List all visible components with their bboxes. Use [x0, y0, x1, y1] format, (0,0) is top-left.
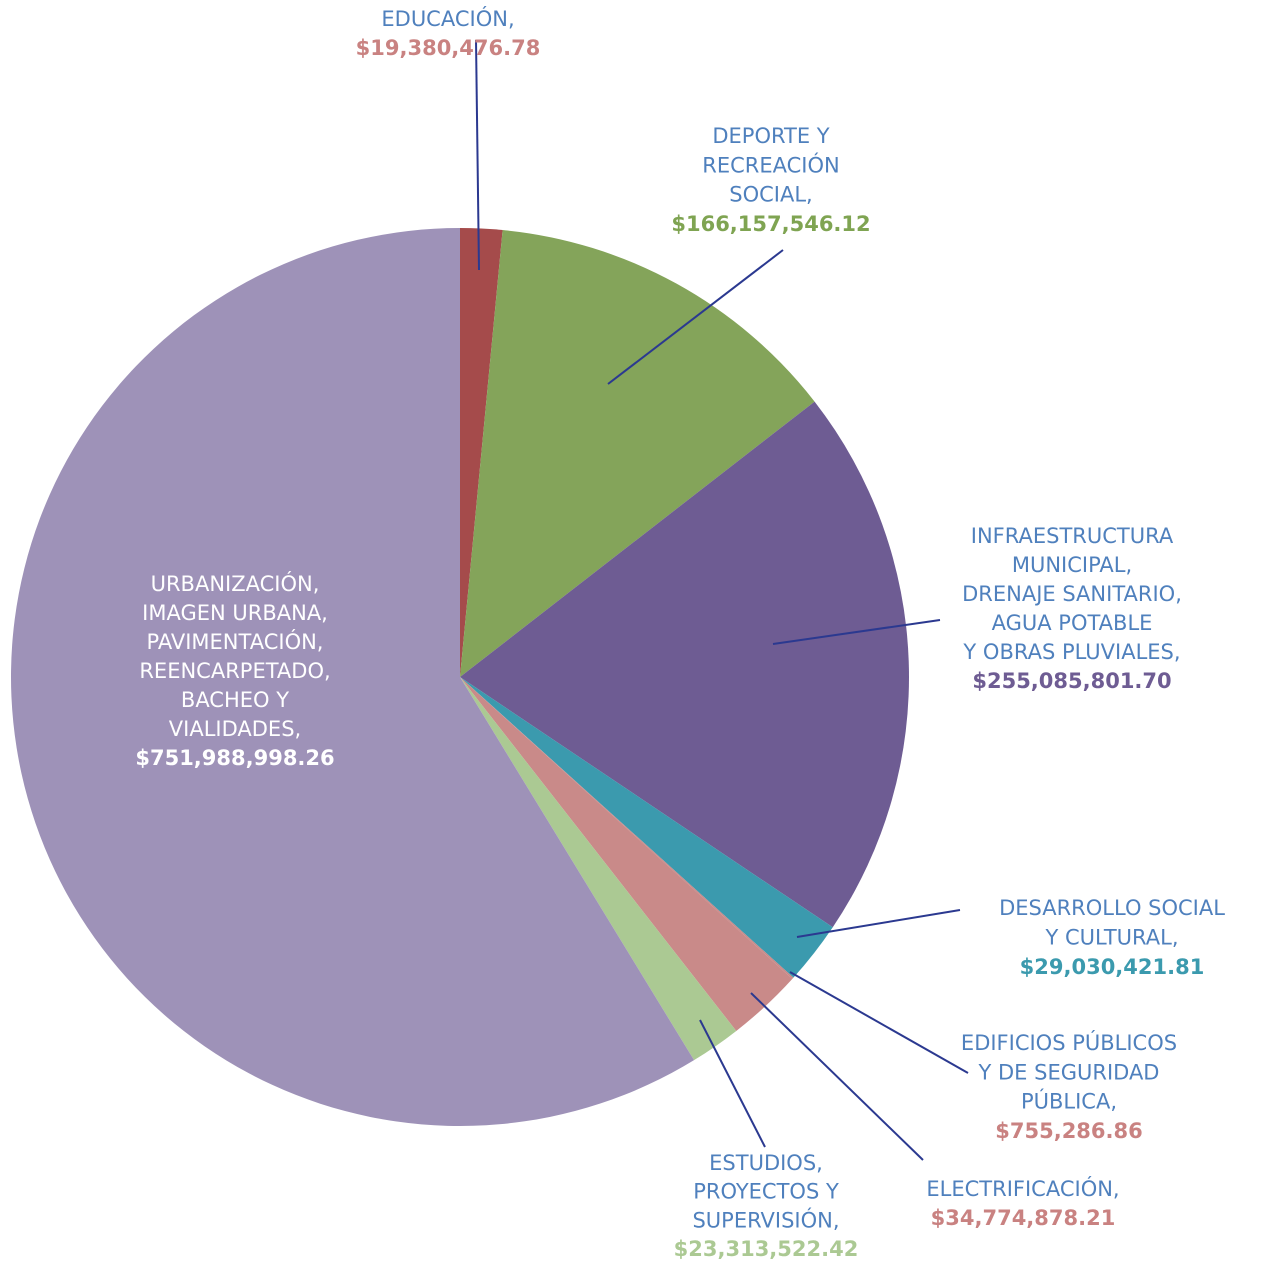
slice-label: ELECTRIFICACIÓN, — [926, 1176, 1119, 1201]
value-label: $166,157,546.12 — [671, 212, 870, 236]
leader-line — [750, 992, 924, 1161]
label-line: ELECTRIFICACIÓN, — [926, 1176, 1119, 1201]
label-line: URBANIZACIÓN, — [151, 571, 320, 596]
label-line: VIALIDADES, — [169, 717, 301, 741]
value-label: $751,988,998.26 — [135, 746, 334, 770]
label-line: INFRAESTRUCTURA — [971, 524, 1174, 548]
label-line: BACHEO Y — [181, 688, 289, 712]
label-line: IMAGEN URBANA, — [142, 601, 328, 625]
pie-slice — [460, 677, 793, 1031]
label-line: SUPERVISIÓN, — [692, 1207, 839, 1232]
slice-label: EDUCACIÓN, — [381, 6, 514, 31]
leader-line — [607, 249, 784, 385]
label-line: Y CULTURAL, — [1044, 926, 1178, 950]
slice-label: DESARROLLO SOCIAL Y CULTURAL, — [999, 896, 1225, 950]
value-label: $255,085,801.70 — [972, 669, 1171, 693]
label-line: ESTUDIOS, — [709, 1151, 823, 1175]
value-label: $19,380,476.78 — [356, 36, 541, 60]
value-label: $34,774,878.21 — [931, 1206, 1116, 1230]
leader-line — [475, 39, 480, 271]
leader-line — [699, 1019, 766, 1148]
pie-slice — [460, 230, 815, 677]
leader-line — [796, 909, 961, 938]
label-line: PAVIMENTACIÓN, — [147, 629, 324, 654]
pie-slice — [11, 228, 695, 1126]
label-line: DESARROLLO SOCIAL — [999, 896, 1225, 920]
slice-label: DEPORTE Y RECREACIÓN SOCIAL, — [702, 124, 839, 207]
leader-line — [772, 619, 941, 645]
slice-label: URBANIZACIÓN, IMAGEN URBANA, PAVIMENTACIÓN… — [139, 571, 330, 741]
label-line: EDUCACIÓN, — [381, 6, 514, 31]
leader-line — [789, 971, 969, 1074]
label-line: Y OBRAS PLUVIALES, — [962, 640, 1180, 664]
pie-slice — [460, 677, 737, 1061]
slice-label: INFRAESTRUCTURA MUNICIPAL, DRENAJE SANITAR… — [962, 524, 1182, 664]
pie-slice — [460, 677, 794, 979]
label-line: DRENAJE SANITARIO, — [962, 582, 1182, 606]
pie-slice — [460, 228, 503, 677]
label-line: EDIFICIOS PÚBLICOS — [961, 1030, 1177, 1055]
label-line: Y DE SEGURIDAD — [978, 1060, 1160, 1084]
slice-label: ESTUDIOS, PROYECTOS Y SUPERVISIÓN, — [692, 1151, 839, 1232]
label-line: PÚBLICA, — [1021, 1089, 1117, 1114]
label-line: AGUA POTABLE — [992, 611, 1153, 635]
value-label: $23,313,522.42 — [674, 1237, 859, 1261]
label-line: MUNICIPAL, — [1012, 553, 1132, 577]
label-line: REENCARPETADO, — [139, 659, 330, 683]
label-line: PROYECTOS Y — [693, 1180, 839, 1204]
value-label: $29,030,421.81 — [1020, 955, 1205, 979]
label-line: DEPORTE Y — [712, 124, 829, 148]
slice-label: EDIFICIOS PÚBLICOS Y DE SEGURIDAD PÚBLICA, — [961, 1030, 1177, 1114]
label-line: RECREACIÓN — [702, 152, 839, 177]
label-line: SOCIAL, — [729, 183, 812, 207]
value-label: $755,286.86 — [995, 1119, 1142, 1143]
pie-slice — [460, 401, 909, 928]
pie-slice — [460, 677, 833, 978]
